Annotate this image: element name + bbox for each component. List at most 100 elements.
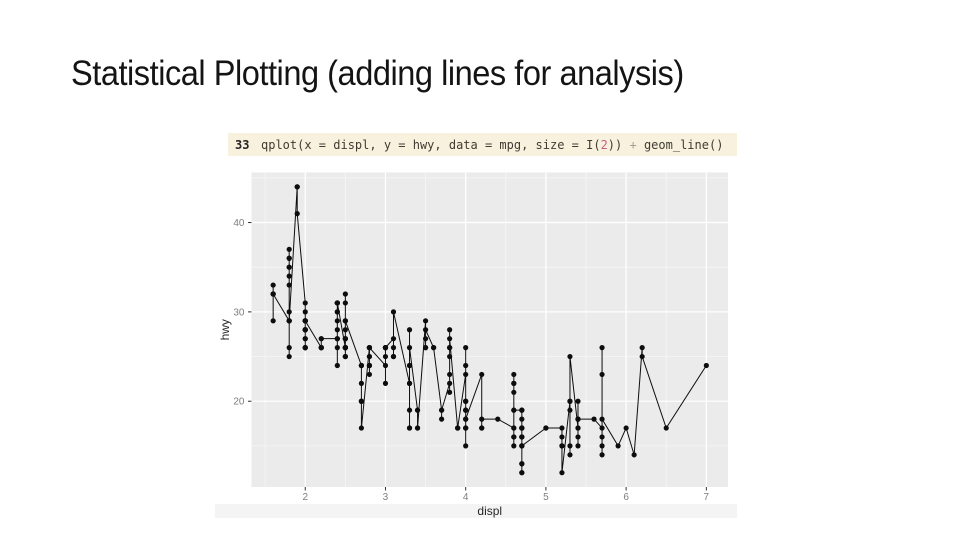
- data-point: [567, 353, 573, 360]
- data-point: [422, 318, 429, 324]
- data-point: [406, 345, 413, 351]
- data-point: [519, 416, 525, 422]
- code-number-literal: 2: [600, 137, 608, 152]
- x-tick-labels: 2 3 4 5 6 7: [302, 492, 709, 503]
- x-axis-title: displ: [477, 504, 502, 518]
- code-segment-tail: geom_line(): [636, 137, 724, 152]
- data-point: [519, 407, 525, 413]
- data-point: [302, 318, 308, 324]
- code-segment-before: qplot(x = displ, y = hwy, data = mpg, si…: [261, 137, 601, 152]
- data-point: [519, 434, 525, 440]
- data-point: [599, 345, 605, 351]
- x-tick-label: 3: [383, 492, 389, 503]
- data-point: [455, 425, 461, 431]
- data-point: [479, 416, 485, 422]
- data-point: [511, 389, 517, 395]
- data-point: [286, 318, 292, 324]
- data-point: [439, 407, 445, 413]
- data-point: [422, 336, 429, 342]
- data-point: [390, 309, 397, 315]
- data-point: [599, 443, 605, 449]
- data-point: [390, 336, 397, 342]
- data-point: [286, 309, 292, 315]
- data-point: [599, 371, 605, 378]
- data-point: [479, 425, 485, 431]
- data-point: [559, 434, 565, 440]
- data-point: [479, 371, 485, 378]
- data-point: [575, 425, 581, 431]
- data-point: [575, 443, 581, 449]
- data-point: [342, 336, 348, 342]
- data-point: [599, 416, 605, 422]
- data-point: [286, 255, 292, 261]
- data-point: [390, 353, 397, 360]
- data-point: [366, 353, 373, 360]
- code-plus-operator: +: [629, 137, 637, 152]
- data-point: [447, 345, 453, 351]
- data-point: [447, 327, 453, 333]
- x-tick-label: 4: [463, 492, 469, 503]
- data-point: [342, 300, 348, 306]
- data-point: [302, 300, 308, 306]
- y-tick-label: 40: [233, 218, 245, 229]
- data-point: [302, 345, 308, 351]
- data-point: [519, 425, 525, 431]
- data-point: [575, 416, 581, 422]
- data-point: [495, 416, 501, 422]
- data-point: [414, 425, 421, 431]
- data-point: [414, 407, 421, 413]
- x-tick-label: 2: [302, 492, 308, 503]
- data-point: [599, 434, 605, 440]
- data-point: [334, 300, 340, 306]
- data-point: [302, 336, 308, 342]
- data-point: [567, 407, 573, 413]
- code-segment-after-number: )): [607, 137, 630, 152]
- data-point: [286, 246, 292, 252]
- panel-background: [251, 172, 728, 487]
- data-point: [286, 264, 292, 270]
- y-tick-label: 20: [233, 397, 245, 408]
- data-point: [575, 434, 581, 440]
- data-point: [615, 443, 621, 449]
- data-point: [334, 309, 340, 315]
- data-point: [406, 362, 413, 369]
- y-tick-labels: 20 30 40: [233, 218, 245, 408]
- data-point: [382, 362, 389, 369]
- data-point: [567, 398, 573, 404]
- data-point: [334, 327, 340, 333]
- data-point: [358, 362, 364, 369]
- data-point: [366, 362, 373, 369]
- data-point: [447, 336, 453, 342]
- data-point: [334, 318, 340, 324]
- data-point: [318, 336, 324, 342]
- data-point: [406, 380, 413, 386]
- data-point: [342, 318, 348, 324]
- data-point: [559, 443, 565, 449]
- data-point: [286, 345, 292, 351]
- data-point: [599, 452, 605, 458]
- code-text: qplot(x = displ, y = hwy, data = mpg, si…: [261, 138, 723, 152]
- data-point: [270, 318, 276, 324]
- code-line-number: 33: [235, 137, 250, 152]
- data-point: [511, 371, 517, 378]
- data-point: [422, 345, 429, 351]
- data-point: [463, 416, 469, 422]
- data-point: [463, 407, 469, 413]
- data-point: [511, 443, 517, 449]
- data-point: [599, 425, 605, 431]
- data-point: [358, 380, 364, 386]
- data-point: [463, 443, 469, 449]
- data-point: [422, 327, 429, 333]
- data-point: [511, 434, 517, 440]
- data-point: [623, 425, 629, 431]
- scatter-plot: 2 3 4 5 6 7 20 30 40 displ hwy: [215, 172, 737, 518]
- data-point: [447, 371, 453, 378]
- data-point: [366, 371, 373, 378]
- data-point: [366, 345, 373, 351]
- data-point: [294, 184, 300, 190]
- data-point: [575, 398, 581, 404]
- slide-title: Statistical Plotting (adding lines for a…: [71, 54, 684, 93]
- data-point: [511, 407, 517, 413]
- data-point: [318, 345, 324, 351]
- data-point: [591, 416, 597, 422]
